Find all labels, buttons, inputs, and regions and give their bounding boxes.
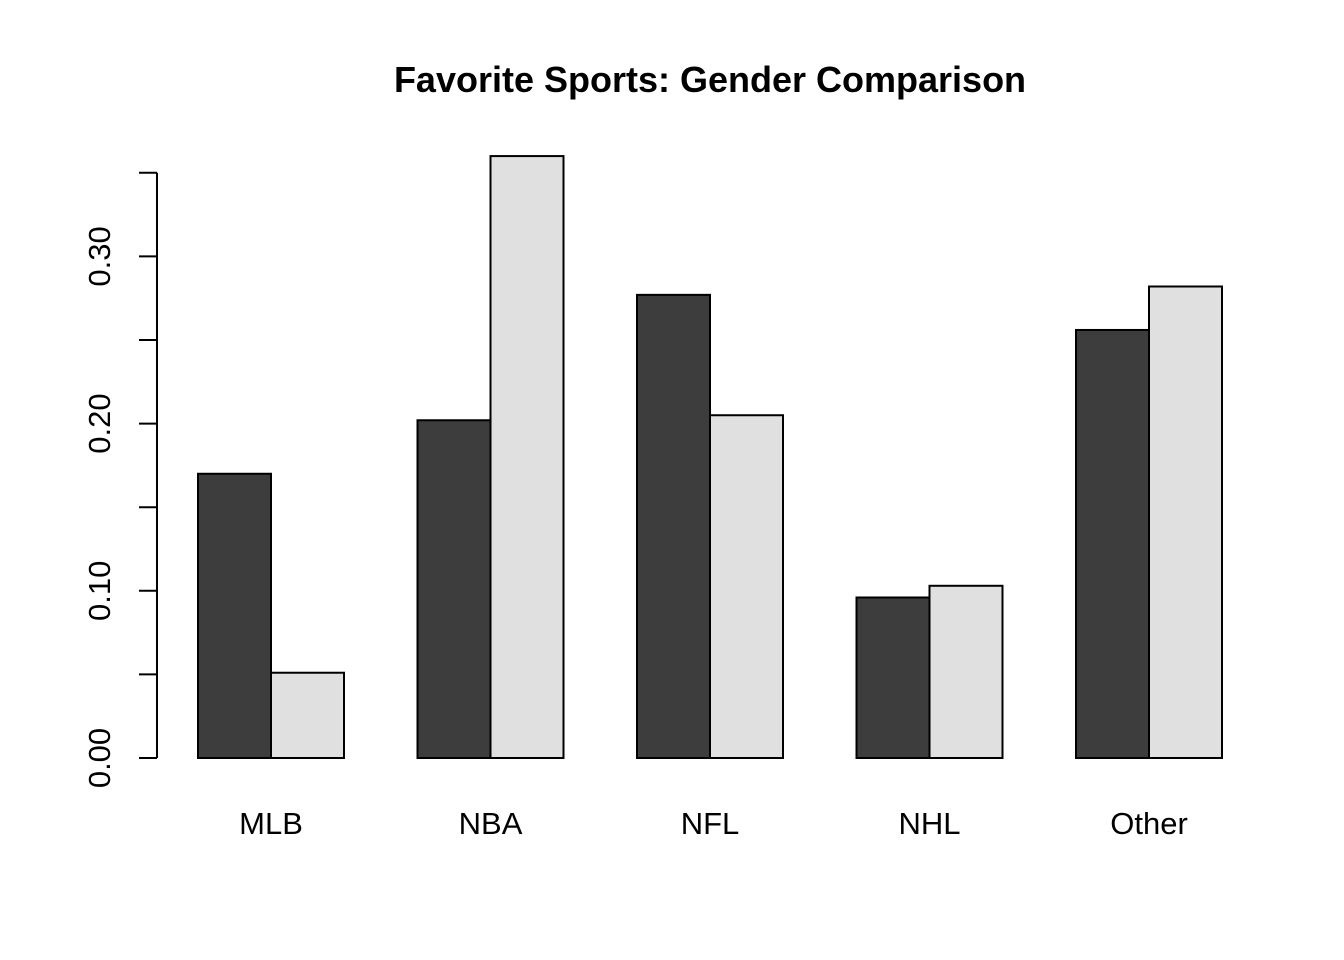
bars-group xyxy=(197,155,1223,760)
y-tick-label: 0.00 xyxy=(82,728,117,788)
x-tick-label: NBA xyxy=(459,806,523,841)
x-axis-labels: MLB NBA NFL NHL Other xyxy=(239,806,1188,841)
x-tick-label: MLB xyxy=(239,806,303,841)
bar-nhl-series-2 xyxy=(928,584,1004,759)
x-tick-label: NHL xyxy=(898,806,960,841)
y-axis: 0.00 0.10 0.20 0.30 xyxy=(82,171,158,788)
bar-nfl-series-1 xyxy=(636,293,711,759)
bar-other-series-2 xyxy=(1148,285,1223,759)
bar-nba-series-1 xyxy=(416,419,492,759)
bar-mlb-series-2 xyxy=(270,671,345,760)
x-tick-label: Other xyxy=(1110,806,1188,841)
y-tick-label: 0.30 xyxy=(82,226,117,286)
bar-nfl-series-2 xyxy=(709,414,784,759)
chart-title: Favorite Sports: Gender Comparison xyxy=(394,59,1026,100)
bar-nba-series-2 xyxy=(489,155,565,759)
bar-other-series-1 xyxy=(1075,328,1150,759)
y-tick-label: 0.10 xyxy=(82,561,117,621)
bar-mlb-series-1 xyxy=(197,472,272,759)
y-tick-label: 0.20 xyxy=(82,393,117,453)
bar-nhl-series-1 xyxy=(855,596,931,759)
x-tick-label: NFL xyxy=(681,806,740,841)
